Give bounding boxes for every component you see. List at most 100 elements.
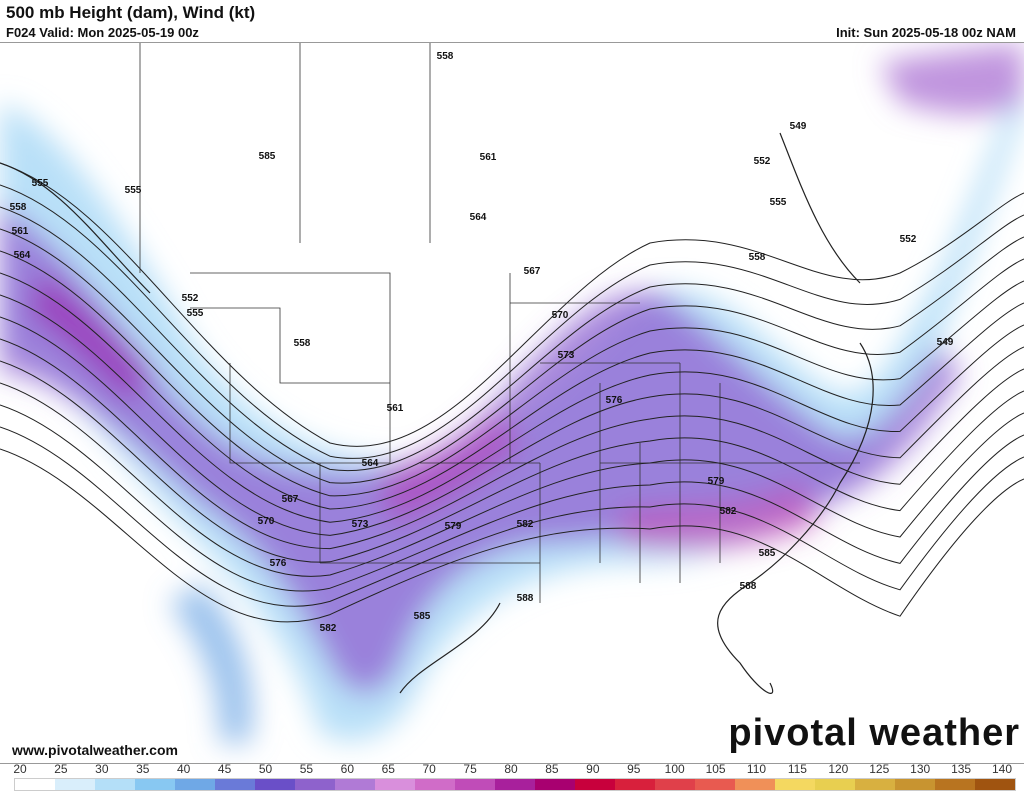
colorbar-tick: 45 [217, 762, 232, 776]
contour-label: 564 [362, 458, 379, 469]
contour-label: 585 [759, 548, 776, 559]
weather-map: 558 561 564 567 570 573 576 579 582 585 588 549 552 5… [0, 42, 1024, 764]
colorbar-tick: 20 [13, 762, 27, 776]
height-contour [0, 426, 1024, 607]
contour-label: 573 [558, 350, 575, 361]
colorbar-tick: 75 [463, 762, 477, 776]
contour-label: 558 [10, 202, 27, 213]
height-contours [0, 162, 1024, 623]
colorbar-swatch [215, 779, 255, 790]
contour-label: 573 [352, 519, 369, 530]
colorbar-tick: 85 [545, 762, 559, 776]
chart-title: 500 mb Height (dam), Wind (kt) [6, 3, 256, 22]
contour-label: 552 [900, 234, 917, 245]
contour-label: 570 [552, 310, 569, 321]
contour-label: 555 [125, 185, 142, 196]
colorbar-swatch [775, 779, 815, 790]
contour-label: 588 [517, 593, 534, 604]
colorbar-swatch [815, 779, 855, 790]
colorbar-tick: 55 [299, 762, 314, 776]
contour-label: 549 [790, 121, 807, 132]
contour-label: 549 [937, 337, 954, 348]
colorbar-swatch [95, 779, 135, 790]
height-contour [0, 382, 1024, 577]
contour-label: 588 [740, 581, 757, 592]
height-contour [0, 272, 1024, 510]
colorbar-swatch [415, 779, 455, 790]
colorbar-tick: 40 [176, 762, 191, 776]
colorbar-labels: 20 25 30 35 40 45 50 55 60 65 70 75 80 85 90 95 100 105 11… [0, 762, 1024, 776]
contour-label: 561 [387, 403, 404, 414]
contour-label: 558 [437, 51, 454, 62]
wind-speed-shading [0, 43, 1024, 743]
contour-label: 558 [294, 338, 311, 349]
height-contour [0, 360, 1024, 563]
colorbar-swatch [575, 779, 615, 790]
contour-label: 555 [187, 308, 204, 319]
colorbar-tick: 125 [869, 762, 890, 776]
contour-label: 582 [720, 506, 737, 517]
height-contour [0, 206, 1024, 472]
colorbar [14, 778, 1016, 791]
colorbar-swatch [335, 779, 375, 790]
colorbar-swatch [455, 779, 495, 790]
contour-label: 561 [12, 226, 29, 237]
colorbar-swatch [255, 779, 295, 790]
contour-label: 564 [470, 212, 487, 223]
contour-label: 579 [445, 521, 462, 532]
colorbar-tick: 135 [951, 762, 972, 776]
height-contour [0, 250, 1024, 497]
colorbar-swatch [15, 779, 55, 790]
colorbar-swatch [375, 779, 415, 790]
contour-label: 567 [524, 266, 541, 277]
contour-label: 570 [258, 516, 275, 527]
contour-label: 564 [14, 250, 31, 261]
contour-label: 555 [770, 197, 787, 208]
contour-label: 552 [182, 293, 199, 304]
contour-label: 558 [749, 252, 766, 263]
colorbar-tick: 50 [258, 762, 273, 776]
contour-label: 561 [480, 152, 497, 163]
colorbar-swatch [895, 779, 935, 790]
colorbar-tick: 140 [991, 762, 1013, 776]
colorbar-tick: 35 [136, 762, 150, 776]
colorbar-tick: 120 [828, 762, 849, 776]
height-contour [0, 316, 1024, 536]
colorbar-swatch [615, 779, 655, 790]
colorbar-swatch [175, 779, 215, 790]
colorbar-swatch [695, 779, 735, 790]
init-time: Init: Sun 2025-05-18 00z NAM [836, 25, 1016, 40]
colorbar-tick: 90 [586, 762, 600, 776]
colorbar-swatch [735, 779, 775, 790]
valid-time: F024 Valid: Mon 2025-05-19 00z [6, 25, 199, 40]
colorbar-tick: 60 [340, 762, 355, 776]
contour-label: 555 [32, 178, 49, 189]
colorbar-tick: 80 [504, 762, 518, 776]
contour-label: 576 [606, 395, 623, 406]
colorbar-tick: 25 [54, 762, 68, 776]
contour-label: 579 [708, 476, 725, 487]
state-borders [0, 43, 874, 694]
colorbar-swatch [495, 779, 535, 790]
colorbar-tick: 115 [787, 762, 807, 776]
height-contour [0, 338, 1024, 550]
colorbar-swatch [855, 779, 895, 790]
colorbar-swatch [975, 779, 1015, 790]
colorbar-swatch [295, 779, 335, 790]
colorbar-tick: 100 [664, 762, 685, 776]
colorbar-tick: 110 [746, 762, 767, 776]
contour-label: 582 [320, 623, 337, 634]
height-contour [0, 404, 1024, 592]
contour-label: 585 [414, 611, 431, 622]
colorbar-swatch [535, 779, 575, 790]
contour-label: 552 [754, 156, 771, 167]
height-contour [0, 228, 1024, 484]
colorbar-swatch [655, 779, 695, 790]
height-contour [0, 184, 1024, 459]
colorbar-tick: 65 [381, 762, 395, 776]
contour-label: 576 [270, 558, 287, 569]
colorbar-swatch [935, 779, 975, 790]
height-contour [0, 294, 1024, 523]
site-url: www.pivotalweather.com [12, 742, 178, 758]
colorbar-swatch [55, 779, 95, 790]
